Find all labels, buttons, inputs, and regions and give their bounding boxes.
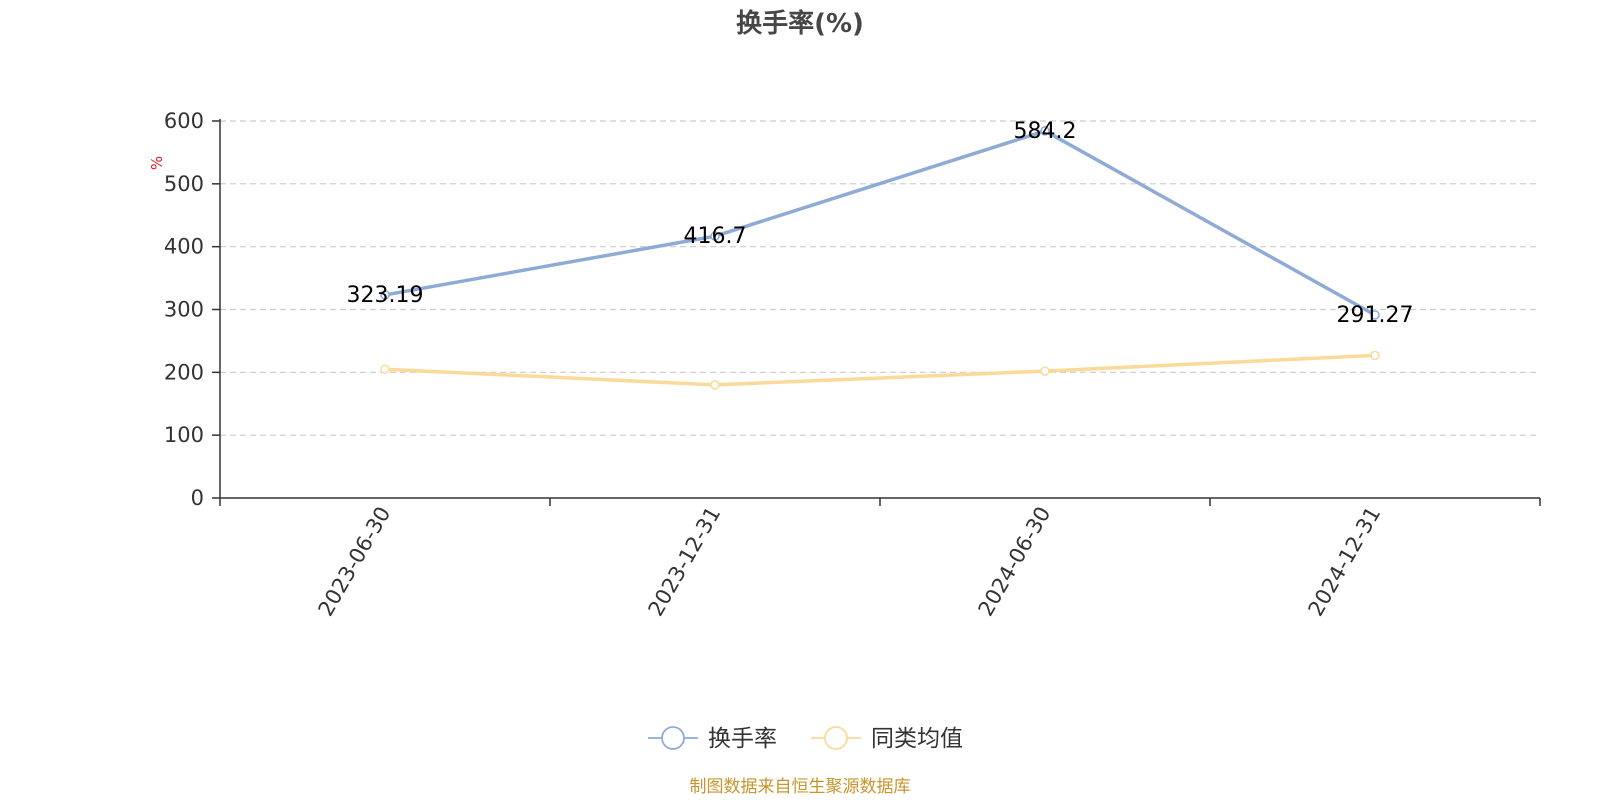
legend-item-1[interactable]: 同类均值 xyxy=(811,726,963,752)
data-label-0-3: 291.27 xyxy=(1337,303,1414,328)
y-tick-label-500: 500 xyxy=(164,172,204,196)
series-line-1 xyxy=(384,353,1376,387)
y-axis-ticks: 0 100 200 300 400 500 600 xyxy=(164,109,220,510)
grid-lines xyxy=(220,120,1540,436)
series-1-point-2 xyxy=(1040,366,1050,376)
legend-marker-1 xyxy=(824,726,848,750)
x-tick-label-3: 2024-12-31 xyxy=(1304,503,1386,621)
series-line-0 xyxy=(384,129,1376,317)
legend-item-0[interactable]: 换手率 xyxy=(648,726,777,752)
series-1-point-3 xyxy=(1370,350,1380,361)
x-tick-label-1: 2023-12-31 xyxy=(644,503,726,621)
data-label-0-1: 416.7 xyxy=(684,224,747,249)
series-group xyxy=(380,126,1380,390)
series-0-point-2 xyxy=(1040,126,1050,136)
y-tick-label-100: 100 xyxy=(164,423,204,447)
legend-label-0: 换手率 xyxy=(708,726,777,752)
chart-title: 换手率(%) xyxy=(736,8,864,39)
legend[interactable]: 换手率 同类均值 xyxy=(648,726,963,752)
data-label-0-0: 323.19 xyxy=(347,283,424,308)
data-labels: 323.19 416.7 584.2 291.27 xyxy=(347,119,1414,328)
y-tick-label-400: 400 xyxy=(164,235,204,259)
x-axis-ticks: 2023-06-30 2023-12-31 2024-06-30 2024-12-31 xyxy=(219,498,1541,621)
y-tick-label-200: 200 xyxy=(164,360,204,384)
x-tick-label-2: 2024-06-30 xyxy=(974,503,1056,621)
series-1-point-1 xyxy=(710,380,720,390)
source-note: 制图数据来自恒生聚源数据库 xyxy=(690,777,911,797)
y-axis-unit: % xyxy=(148,156,166,170)
legend-label-1: 同类均值 xyxy=(871,726,963,752)
series-1-point-0 xyxy=(380,364,390,374)
x-tick-label-0: 2023-06-30 xyxy=(314,503,396,621)
series-0-point-1 xyxy=(710,231,720,241)
y-tick-label-600: 600 xyxy=(164,109,204,133)
series-0-point-3 xyxy=(1370,310,1380,320)
y-tick-label-0: 0 xyxy=(191,486,204,510)
y-tick-label-300: 300 xyxy=(164,298,204,322)
legend-marker-0 xyxy=(661,726,685,750)
series-0-point-0 xyxy=(380,290,390,300)
data-label-0-2: 584.2 xyxy=(1014,119,1077,144)
